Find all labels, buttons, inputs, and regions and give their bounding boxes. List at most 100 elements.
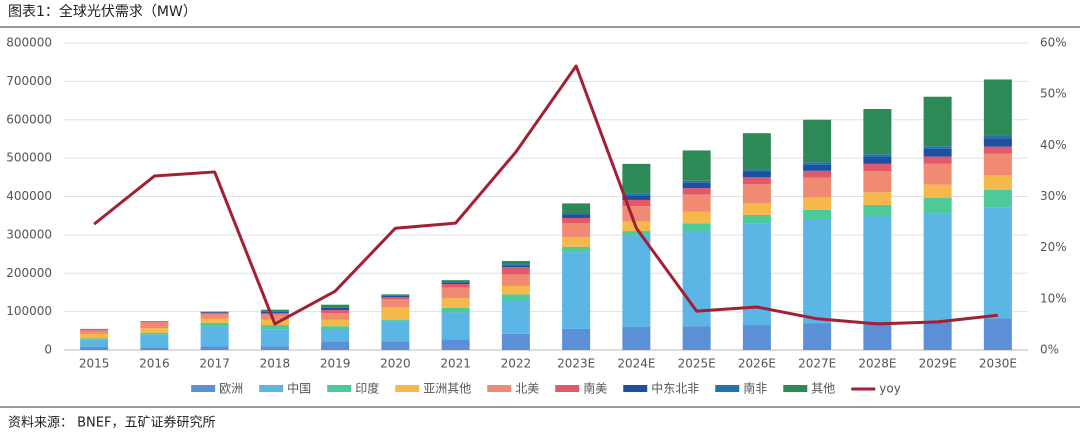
bar-segment (863, 204, 892, 217)
bar-segment (562, 213, 591, 215)
bar-segment (200, 313, 229, 319)
bar-segment (923, 198, 952, 214)
y-tick-label: 300000 (6, 227, 52, 241)
bar-segment (742, 325, 771, 350)
source: 资料来源： BNEF，五矿证券研究所 (8, 415, 215, 431)
bar-segment (803, 119, 832, 163)
bar-segment (501, 285, 530, 295)
bar-segment (983, 318, 1012, 350)
bar-segment (983, 138, 1012, 147)
x-tick-label: 2018 (260, 357, 291, 371)
x-tick-label: 2026E (738, 357, 776, 371)
legend-label: 南美 (583, 381, 607, 396)
bar-segment (140, 334, 169, 348)
x-tick-label: 2023E (557, 357, 595, 371)
x-tick-label: 2017 (199, 357, 230, 371)
legend-label: 中国 (287, 381, 311, 396)
bar-segment (321, 304, 350, 308)
bar-segment (441, 287, 470, 299)
bar-segment (983, 146, 1012, 154)
bar-segment (682, 188, 711, 195)
legend-swatch (715, 385, 740, 392)
bar-segment (441, 282, 470, 284)
bar-segment (863, 109, 892, 155)
bar-segment (200, 318, 229, 323)
bar-segment (501, 264, 530, 266)
y-tick-label: 800000 (6, 36, 52, 50)
bar-segment (622, 326, 651, 350)
bar-segment (983, 79, 1012, 136)
bar-segment (501, 300, 530, 334)
bar-segment (321, 307, 350, 308)
bar-segment (863, 163, 892, 172)
bar-segment (742, 171, 771, 178)
x-tick-label: 2022 (501, 357, 532, 371)
bar-segment (562, 203, 591, 214)
bar-segment (622, 193, 651, 196)
legend-label: 北美 (515, 382, 539, 396)
bar-segment (682, 326, 711, 350)
chart-title: 图表1：全球光伏需求（MW） (8, 3, 197, 20)
bar-segment (682, 211, 711, 224)
bar-segment (622, 231, 651, 235)
bar-segment (441, 283, 470, 288)
bar-segment (923, 156, 952, 164)
legend-swatch (623, 385, 648, 392)
y2-tick-label: 10% (1040, 291, 1067, 305)
legend-swatch (487, 385, 512, 392)
bar-segment (80, 330, 109, 334)
bar-segment (321, 310, 350, 314)
bar-segment (321, 341, 350, 350)
bar-segment (742, 177, 771, 185)
bar-segment (441, 307, 470, 313)
bar-segment (923, 184, 952, 199)
bar-segment (441, 280, 470, 283)
bar-segment (381, 299, 410, 308)
bar-segment (501, 333, 530, 350)
y2-tick-label: 40% (1040, 138, 1067, 152)
bar-segment (923, 213, 952, 321)
bar-segment (562, 214, 591, 218)
bar-segment (682, 223, 711, 232)
legend-label: 中东北非 (651, 381, 699, 396)
bar-segment (622, 163, 651, 194)
y2-tick-label: 50% (1040, 87, 1067, 101)
bar-segment (381, 307, 410, 321)
legend-label: 亚洲其他 (423, 382, 471, 396)
bar-segment (501, 267, 530, 275)
y2-tick-label: 60% (1040, 36, 1067, 50)
bar-segment (742, 184, 771, 204)
bar-segment (381, 295, 410, 298)
bar-segment (742, 133, 771, 170)
bar-segment (441, 339, 470, 350)
bar-segment (562, 217, 591, 224)
line-series (93, 64, 999, 326)
bar-segment (803, 209, 832, 220)
bar-segment (562, 237, 591, 247)
bar-segment (803, 170, 832, 178)
bar-segment (863, 154, 892, 157)
x-tick-label: 2019 (320, 357, 351, 371)
x-tick-label: 2030E (979, 357, 1017, 371)
bar-segment (983, 135, 1012, 139)
bar-segment (441, 298, 470, 308)
y-tick-label: 500000 (6, 151, 52, 165)
bar-segment (80, 338, 109, 340)
bar-segment (742, 214, 771, 224)
bar-segment (622, 206, 651, 222)
bar-segment (923, 163, 952, 185)
bar-segment (742, 169, 771, 172)
legend-label: 欧洲 (219, 382, 243, 396)
bar-segment (321, 326, 350, 331)
bar-segment (200, 326, 229, 347)
bar-segment (260, 309, 289, 312)
bar-segment (501, 265, 530, 268)
bar-segment (140, 332, 169, 335)
bar-segment (140, 347, 169, 350)
bar-segment (923, 320, 952, 350)
bar-segment (863, 216, 892, 322)
bar-segment (622, 199, 651, 207)
legend-swatch (783, 385, 808, 392)
bar-segment (80, 346, 109, 350)
bar-segment (682, 182, 711, 189)
